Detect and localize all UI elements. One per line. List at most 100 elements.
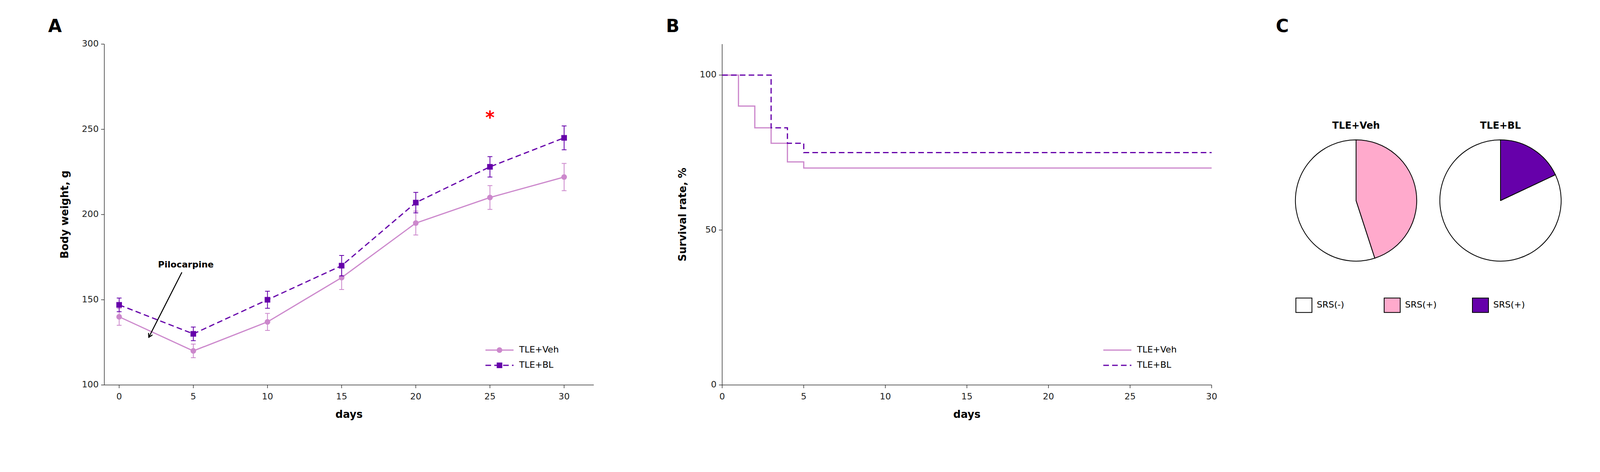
error-bar-cap <box>561 190 567 192</box>
point <box>412 220 419 226</box>
error-bar-cap <box>190 343 196 345</box>
pie-title: TLE+BL <box>1480 119 1521 132</box>
x-tick <box>1129 385 1131 389</box>
point <box>190 331 197 338</box>
error-bar-cap <box>339 275 345 277</box>
error-bar <box>561 125 567 151</box>
x-tick-label: 25 <box>484 391 496 402</box>
legend-marker <box>496 362 503 369</box>
series-line <box>119 177 565 352</box>
legend-label: SRS(-) <box>1316 299 1345 310</box>
legend-label: TLE+Veh <box>518 344 559 355</box>
point <box>487 194 493 201</box>
y-tick <box>101 214 105 216</box>
y-axis-line <box>721 44 723 386</box>
x-tick-label: 20 <box>410 391 422 402</box>
x-tick-label: 25 <box>1124 391 1136 402</box>
x-tick-label: 0 <box>116 391 122 402</box>
legend: TLE+VehTLE+BL <box>1103 344 1177 370</box>
point <box>412 199 419 206</box>
pie-slice <box>1439 140 1562 262</box>
point <box>339 263 345 269</box>
error-bar <box>265 291 271 309</box>
x-tick <box>1048 385 1050 389</box>
y-tick <box>101 129 105 130</box>
legend-swatch <box>1295 298 1312 313</box>
error-bar-cap <box>190 340 196 342</box>
error-bar-cap <box>487 156 493 158</box>
error-bar-cap <box>413 212 419 214</box>
y-tick <box>101 384 105 386</box>
y-tick <box>718 75 723 76</box>
error-bar-cap <box>561 125 567 127</box>
y-tick-label: 0 <box>710 379 717 390</box>
error-bar-cap <box>561 149 567 151</box>
y-tick-label: 250 <box>81 123 99 135</box>
legend-swatch <box>1103 349 1132 352</box>
x-tick <box>966 385 968 389</box>
error-bar <box>561 163 567 191</box>
error-bar-cap <box>265 330 271 331</box>
point <box>561 174 567 181</box>
panel-label: B <box>665 15 680 37</box>
legend-label: TLE+BL <box>1136 359 1172 370</box>
x-axis-label: days <box>953 408 981 421</box>
point <box>561 135 567 141</box>
series-line <box>722 75 1212 169</box>
error-bar-cap <box>116 324 122 326</box>
x-tick-label: 10 <box>261 391 274 402</box>
panel-1: 051015202530050100daysSurvival rate, %BT… <box>665 15 1218 421</box>
point <box>116 314 122 320</box>
y-tick-label: 100 <box>81 379 99 390</box>
series-line <box>119 138 565 335</box>
legend-swatch <box>1103 365 1132 367</box>
error-bar <box>413 192 419 214</box>
point <box>339 274 345 281</box>
y-tick <box>101 299 105 301</box>
pie-slice <box>1500 140 1556 201</box>
error-bar-cap <box>487 176 493 178</box>
error-bar-cap <box>116 311 122 313</box>
x-tick-label: 30 <box>558 391 570 402</box>
x-tick <box>415 385 417 389</box>
error-bar-cap <box>116 297 122 299</box>
legend-label: SRS(+) <box>1405 299 1437 310</box>
error-bar-cap <box>190 326 196 328</box>
x-tick <box>489 385 491 389</box>
y-axis-label: Body weight, g <box>58 170 71 259</box>
x-tick-label: 5 <box>800 391 807 402</box>
legend-label: TLE+BL <box>518 359 554 370</box>
error-bar-cap <box>265 290 271 292</box>
plot-area <box>722 75 1212 169</box>
y-tick-label: 50 <box>705 224 717 235</box>
error-bar <box>487 185 493 210</box>
error-bar-cap <box>339 255 345 256</box>
x-tick <box>563 385 565 389</box>
panel-label: A <box>48 15 62 37</box>
x-tick <box>341 385 343 389</box>
x-tick <box>885 385 886 389</box>
legend: SRS(-) SRS(+) SRS(+) <box>1295 298 1525 313</box>
y-tick <box>101 43 105 45</box>
annotation: Pilocarpine <box>158 259 214 270</box>
error-bar-cap <box>487 185 493 187</box>
legend: TLE+Veh TLE+BL <box>485 344 559 370</box>
error-bar-cap <box>265 313 271 315</box>
x-axis-line <box>104 384 594 386</box>
point <box>190 348 197 354</box>
x-tick-label: 5 <box>190 391 197 402</box>
error-bar <box>413 211 419 236</box>
x-tick-label: 15 <box>336 391 348 402</box>
legend-label: SRS(+) <box>1493 299 1525 310</box>
error-bar-cap <box>265 308 271 309</box>
figure: 051015202530100150200250300daysBody weig… <box>0 0 1600 472</box>
x-tick-label: 10 <box>879 391 892 402</box>
panel-label: C <box>1275 15 1289 37</box>
y-tick <box>718 384 723 386</box>
error-bar <box>487 156 493 178</box>
x-tick-label: 30 <box>1206 391 1218 402</box>
legend-swatch <box>1384 298 1401 313</box>
x-tick <box>803 385 805 389</box>
x-axis-label: days <box>335 408 363 421</box>
x-tick <box>192 385 194 389</box>
